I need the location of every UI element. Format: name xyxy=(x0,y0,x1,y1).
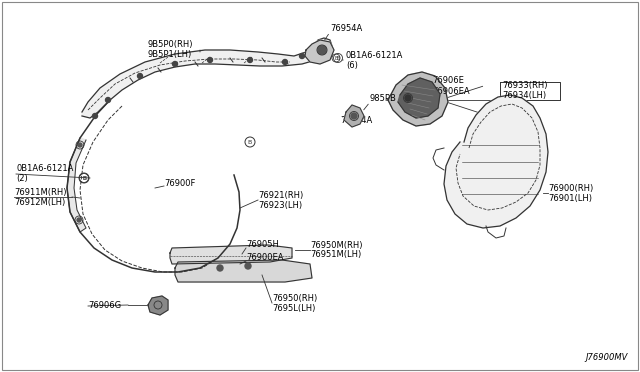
Text: 76900EA: 76900EA xyxy=(246,253,284,263)
Circle shape xyxy=(77,218,81,222)
Polygon shape xyxy=(305,40,334,64)
Text: 76906EA: 76906EA xyxy=(432,87,470,96)
Text: 76911M(RH): 76911M(RH) xyxy=(14,187,67,196)
Text: 9B5P0(RH): 9B5P0(RH) xyxy=(148,39,193,48)
Text: B: B xyxy=(334,55,338,61)
Circle shape xyxy=(300,54,305,58)
Text: 76933(RH): 76933(RH) xyxy=(502,80,547,90)
Text: 76951M(LH): 76951M(LH) xyxy=(310,250,361,260)
Circle shape xyxy=(138,74,143,78)
Text: 76900F: 76900F xyxy=(164,179,195,187)
Text: 76921(RH): 76921(RH) xyxy=(258,190,303,199)
Circle shape xyxy=(93,113,97,119)
Text: 76905H: 76905H xyxy=(246,240,279,248)
Text: 9B5P1(LH): 9B5P1(LH) xyxy=(148,49,192,58)
Circle shape xyxy=(282,60,287,64)
Text: 0B1A6-6121A: 0B1A6-6121A xyxy=(346,51,403,60)
Text: B: B xyxy=(248,140,252,144)
Circle shape xyxy=(405,95,411,101)
Circle shape xyxy=(173,61,177,67)
Text: 76954A: 76954A xyxy=(340,115,372,125)
Circle shape xyxy=(245,263,251,269)
Circle shape xyxy=(318,46,326,54)
Polygon shape xyxy=(148,296,168,315)
Circle shape xyxy=(207,58,212,62)
Text: (2): (2) xyxy=(16,173,28,183)
Text: J76900MV: J76900MV xyxy=(586,353,628,362)
Text: 76901(LH): 76901(LH) xyxy=(548,193,592,202)
Polygon shape xyxy=(67,138,86,232)
Text: 76906E: 76906E xyxy=(432,76,464,84)
Polygon shape xyxy=(175,260,312,282)
Text: B: B xyxy=(82,176,86,180)
Text: 76950M(RH): 76950M(RH) xyxy=(310,241,362,250)
Text: 985PB: 985PB xyxy=(370,93,397,103)
Text: 76912M(LH): 76912M(LH) xyxy=(14,198,65,206)
Text: 76900(RH): 76900(RH) xyxy=(548,183,593,192)
Circle shape xyxy=(217,265,223,271)
Polygon shape xyxy=(388,72,448,126)
Text: 7695L(LH): 7695L(LH) xyxy=(272,304,316,312)
Text: 76923(LH): 76923(LH) xyxy=(258,201,302,209)
Text: 76950(RH): 76950(RH) xyxy=(272,294,317,302)
Circle shape xyxy=(351,113,357,119)
Text: 76954A: 76954A xyxy=(330,23,362,32)
Text: B: B xyxy=(83,176,86,180)
Text: (6): (6) xyxy=(346,61,358,70)
Circle shape xyxy=(106,97,111,103)
Text: 0B1A6-6121A: 0B1A6-6121A xyxy=(16,164,74,173)
Polygon shape xyxy=(444,95,548,228)
Polygon shape xyxy=(398,78,440,118)
Circle shape xyxy=(248,58,253,62)
Text: 76934(LH): 76934(LH) xyxy=(502,90,546,99)
Text: B: B xyxy=(336,55,340,61)
Polygon shape xyxy=(82,38,332,118)
Text: 76906G: 76906G xyxy=(88,301,121,310)
Polygon shape xyxy=(344,105,364,127)
Circle shape xyxy=(78,143,82,147)
Polygon shape xyxy=(170,245,292,264)
